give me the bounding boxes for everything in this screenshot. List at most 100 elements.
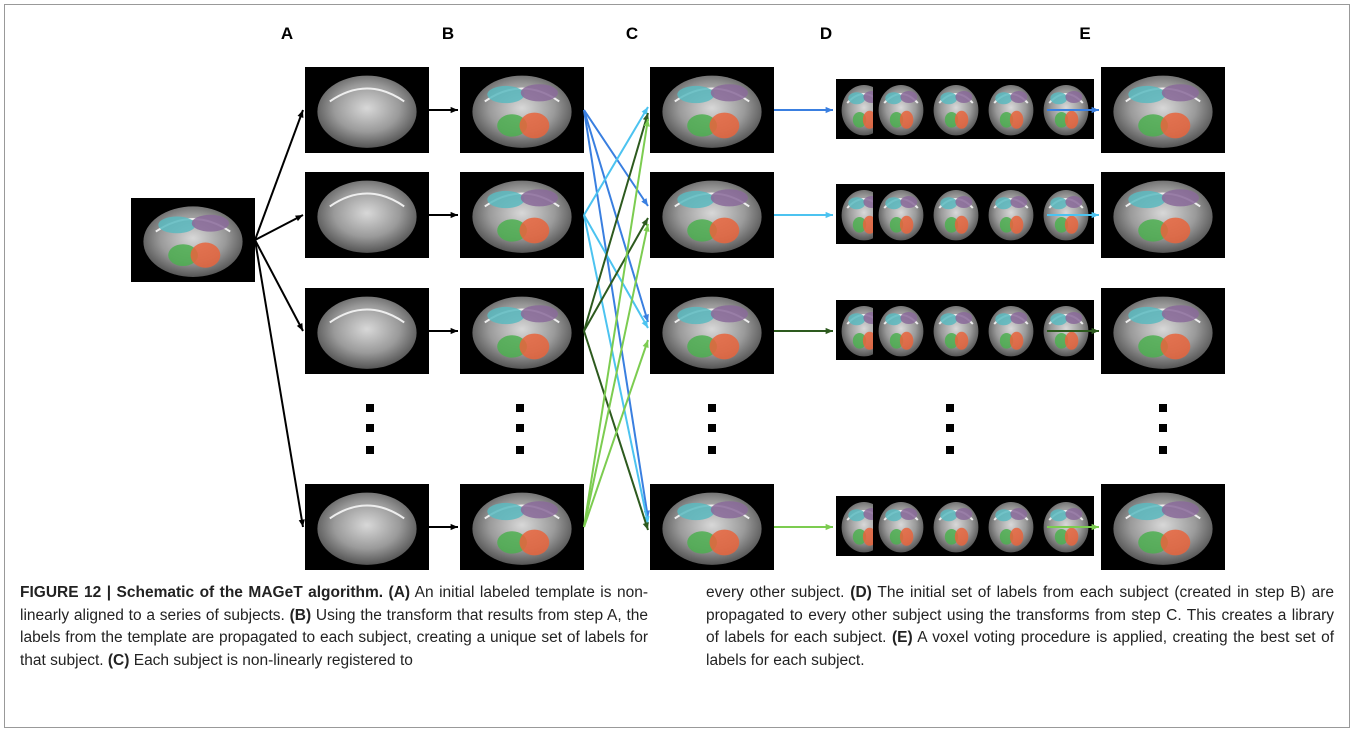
brain <box>934 85 979 135</box>
label-orange <box>520 530 550 556</box>
label-purple <box>1162 189 1199 206</box>
brain <box>989 502 1034 552</box>
brain <box>879 502 924 552</box>
caption-text: Each subject is non-linearly registered … <box>129 652 412 669</box>
label-cyan <box>677 307 714 324</box>
column-label: B <box>442 24 454 43</box>
arrow-head <box>451 524 458 530</box>
label-purple <box>1162 501 1199 518</box>
caption-bold: (D) <box>850 584 872 601</box>
brain <box>1113 297 1212 369</box>
brain <box>317 181 416 253</box>
label-purple <box>192 215 229 232</box>
brain <box>989 85 1034 135</box>
brain-image <box>650 67 774 153</box>
label-cyan <box>940 313 957 325</box>
label-purple <box>955 508 972 520</box>
ellipsis-dot <box>516 424 524 432</box>
label-orange <box>1065 111 1078 129</box>
brain <box>662 493 761 565</box>
label-purple <box>1162 84 1199 101</box>
library-image <box>983 184 1039 244</box>
library-image <box>983 496 1039 556</box>
brain <box>317 493 416 565</box>
label-purple <box>955 312 972 324</box>
ellipsis-dot <box>708 404 716 412</box>
ellipsis-dot <box>516 404 524 412</box>
ellipsis-dot <box>946 424 954 432</box>
label-orange <box>520 334 550 360</box>
label-orange <box>1161 334 1191 360</box>
brain <box>989 306 1034 356</box>
arrow-head <box>451 328 458 334</box>
library-image <box>928 300 984 360</box>
label-cyan <box>848 92 865 104</box>
label-orange <box>955 216 968 234</box>
label-purple <box>711 189 748 206</box>
arrow-head <box>299 519 305 527</box>
library-image <box>873 184 929 244</box>
label-orange <box>1010 332 1023 350</box>
label-orange <box>710 530 740 556</box>
label-orange <box>1161 218 1191 244</box>
label-cyan <box>487 307 524 324</box>
label-purple <box>711 305 748 322</box>
label-orange <box>900 111 913 129</box>
brain-image <box>460 172 584 258</box>
brain <box>934 502 979 552</box>
label-cyan <box>487 503 524 520</box>
arrow-head <box>826 107 833 113</box>
brain <box>1113 493 1212 565</box>
label-orange <box>900 332 913 350</box>
brain-image <box>650 288 774 374</box>
brain <box>472 76 571 148</box>
brain <box>662 297 761 369</box>
library-image <box>873 79 929 139</box>
brain <box>879 85 924 135</box>
brain <box>317 297 416 369</box>
brain <box>472 297 571 369</box>
label-cyan <box>848 509 865 521</box>
label-orange <box>955 332 968 350</box>
arrow-head <box>1092 212 1099 218</box>
brain <box>472 493 571 565</box>
label-purple <box>1065 508 1082 520</box>
arrow <box>255 240 303 527</box>
brain-image <box>1101 67 1225 153</box>
brain-image <box>1101 288 1225 374</box>
ellipsis-dot <box>1159 446 1167 454</box>
ellipsis-dot <box>708 424 716 432</box>
ellipsis-dot <box>516 446 524 454</box>
arrow-head <box>826 524 833 530</box>
arrow-head <box>1092 524 1099 530</box>
column-label: D <box>820 24 832 43</box>
brain-image <box>460 67 584 153</box>
arrow-head <box>826 212 833 218</box>
brain <box>1113 181 1212 253</box>
label-purple <box>1065 91 1082 103</box>
brain <box>317 76 416 148</box>
brain <box>472 181 571 253</box>
brain <box>143 206 242 277</box>
label-orange <box>710 334 740 360</box>
ellipsis-dot <box>366 446 374 454</box>
label-cyan <box>885 92 902 104</box>
arrow-head <box>451 212 458 218</box>
label-purple <box>521 189 558 206</box>
label-orange <box>955 111 968 129</box>
label-orange <box>1010 528 1023 546</box>
arrow-head <box>1092 328 1099 334</box>
ellipsis-dot <box>708 446 716 454</box>
label-purple <box>521 305 558 322</box>
arrow-head <box>298 110 304 118</box>
label-purple <box>711 84 748 101</box>
ellipsis-dot <box>1159 424 1167 432</box>
label-cyan <box>995 92 1012 104</box>
label-purple <box>1162 305 1199 322</box>
label-orange <box>900 528 913 546</box>
brain-image <box>305 484 429 570</box>
label-orange <box>955 528 968 546</box>
label-purple <box>900 196 917 208</box>
library-image <box>928 184 984 244</box>
